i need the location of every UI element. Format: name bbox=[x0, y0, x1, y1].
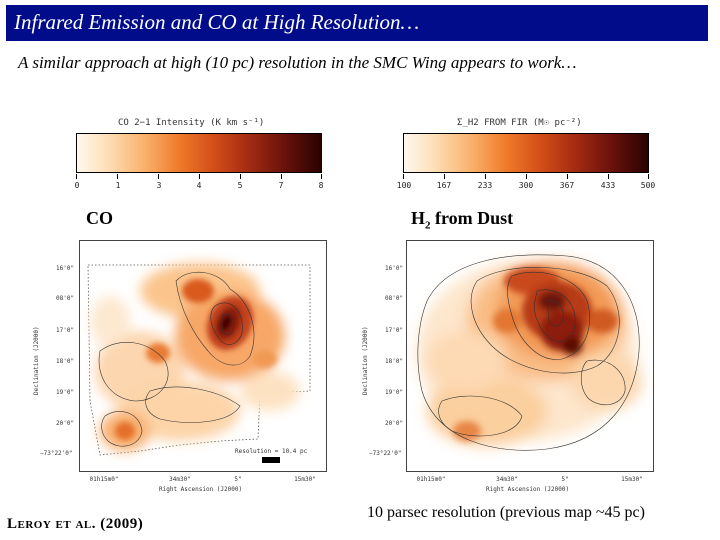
co-tick: 0 bbox=[74, 181, 80, 190]
co-colorbar-ticks bbox=[76, 174, 322, 182]
co-y-tick: 17'0" bbox=[56, 327, 75, 334]
co-y-tick: −73°22'0" bbox=[40, 450, 73, 457]
co-x-axis-label: Right Ascension (J2000) bbox=[159, 486, 243, 493]
title-bar: Infrared Emission and CO at High Resolut… bbox=[6, 5, 708, 41]
co-x-tick: 5" bbox=[234, 476, 242, 483]
co-tick: 5 bbox=[237, 181, 243, 190]
dust-x-tick: 34m30" bbox=[496, 476, 518, 483]
co-resolution-beam bbox=[262, 457, 280, 463]
dust-tick: 100 bbox=[396, 181, 412, 190]
co-emission-map: Resolution = 10.4 pc bbox=[79, 240, 327, 472]
dust-tick: 300 bbox=[518, 181, 534, 190]
dust-y-tick: 18'0" bbox=[385, 358, 404, 365]
co-resolution-note: Resolution = 10.4 pc bbox=[235, 448, 308, 455]
dust-tick: 367 bbox=[559, 181, 575, 190]
co-y-tick: 18'0" bbox=[56, 358, 75, 365]
co-y-tick: 16'0" bbox=[56, 265, 75, 272]
dust-y-tick: 08'0" bbox=[385, 295, 404, 302]
dust-colorbar bbox=[403, 133, 649, 173]
dust-y-tick: 19'0" bbox=[385, 389, 404, 396]
co-tick: 8 bbox=[318, 181, 324, 190]
dust-y-axis-label: Declination (J2000) bbox=[362, 326, 369, 395]
dust-x-tick: 01h15m0" bbox=[416, 476, 446, 483]
dust-tick: 233 bbox=[477, 181, 493, 190]
resolution-footnote: 10 parsec resolution (previous map ~45 p… bbox=[367, 504, 645, 521]
dust-colorbar-title: Σ_H2 FROM FIR (M☉ pc⁻²) bbox=[457, 118, 582, 128]
citation: Leroy et al. (2009) bbox=[7, 516, 144, 532]
dust-x-tick: 5" bbox=[561, 476, 569, 483]
dust-tick: 433 bbox=[600, 181, 616, 190]
dust-tick: 500 bbox=[640, 181, 656, 190]
dust-y-tick: −73°22'0" bbox=[369, 450, 402, 457]
dust-y-tick: 16'0" bbox=[385, 265, 404, 272]
co-y-tick: 19'0" bbox=[56, 389, 75, 396]
co-tick: 1 bbox=[115, 181, 121, 190]
co-map-label: CO bbox=[86, 208, 113, 228]
slide-subtitle: A similar approach at high (10 pc) resol… bbox=[18, 53, 577, 72]
co-y-tick: 20'0" bbox=[56, 420, 75, 427]
dust-x-axis-label: Right Ascension (J2000) bbox=[486, 486, 570, 493]
co-x-tick: 01h15m0" bbox=[89, 476, 119, 483]
co-x-tick: 34m30" bbox=[169, 476, 191, 483]
dust-y-tick: 17'0" bbox=[385, 327, 404, 334]
dust-y-tick: 20'0" bbox=[385, 420, 404, 427]
co-x-tick: 15m30" bbox=[294, 476, 316, 483]
dust-tick: 167 bbox=[436, 181, 452, 190]
dust-map-label: H2 from Dust bbox=[411, 208, 514, 232]
dust-map-image bbox=[407, 241, 653, 471]
co-colorbar bbox=[76, 133, 322, 173]
slide-title: Infrared Emission and CO at High Resolut… bbox=[14, 10, 420, 34]
dust-colorbar-ticks bbox=[403, 174, 649, 182]
co-tick: 3 bbox=[156, 181, 162, 190]
co-tick: 7 bbox=[278, 181, 284, 190]
dust-x-tick: 15m30" bbox=[621, 476, 643, 483]
dust-h2-map bbox=[406, 240, 654, 472]
co-map-image: Resolution = 10.4 pc bbox=[80, 241, 326, 471]
co-colorbar-title: CO 2−1 Intensity (K km s⁻¹) bbox=[118, 118, 265, 128]
co-y-axis-label: Declination (J2000) bbox=[33, 326, 40, 395]
co-y-tick: 08'0" bbox=[56, 295, 75, 302]
co-tick: 4 bbox=[196, 181, 202, 190]
